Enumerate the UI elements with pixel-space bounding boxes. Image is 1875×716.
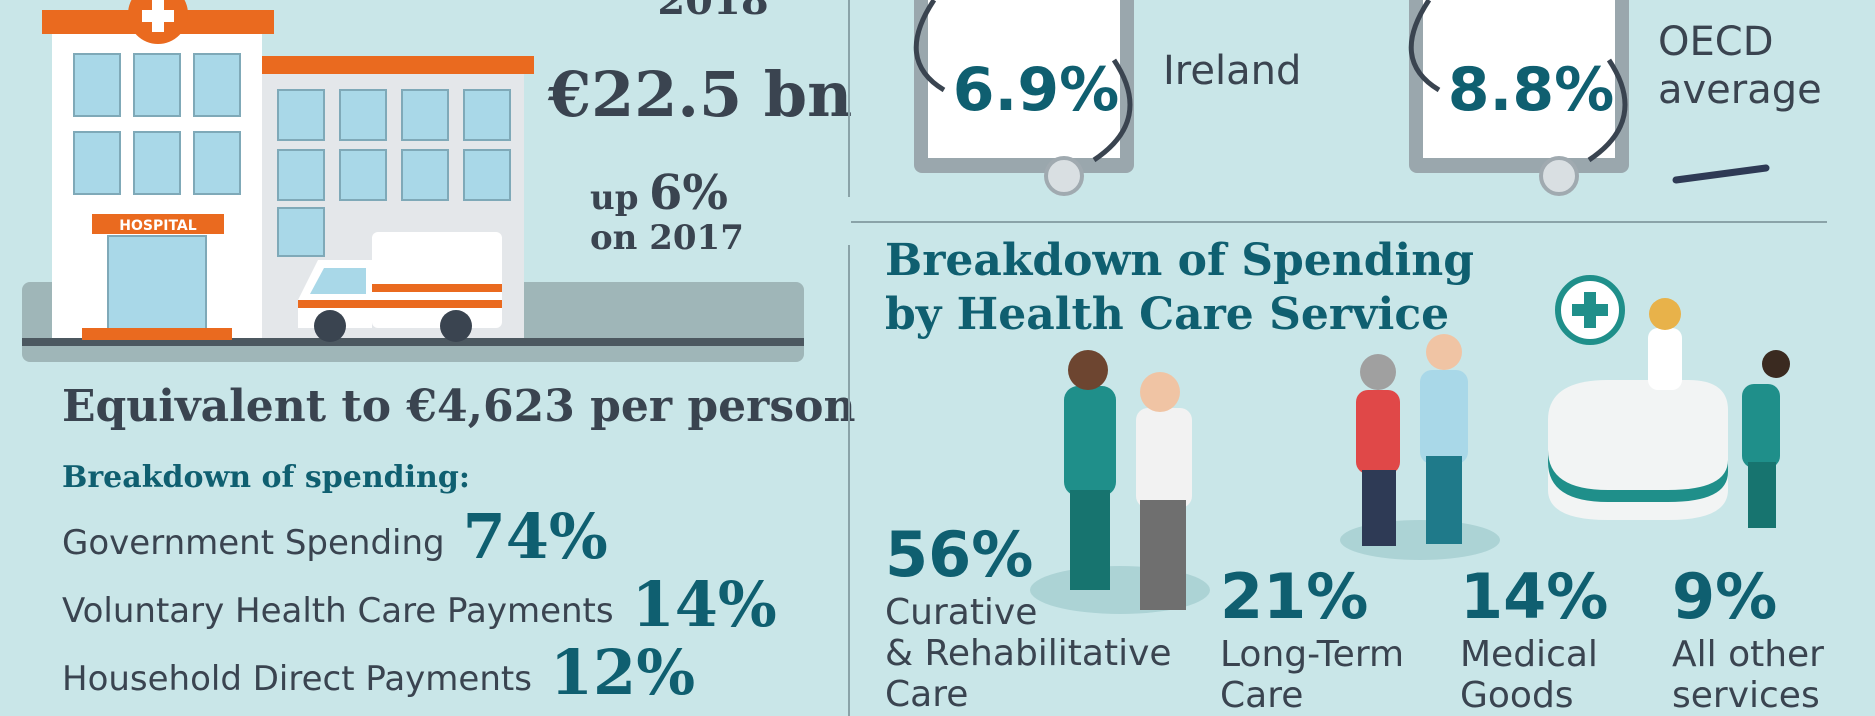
service-label: Care	[885, 674, 968, 715]
window	[133, 131, 181, 195]
sign	[92, 214, 224, 234]
stethoscope	[913, 0, 1133, 163]
pen	[1672, 164, 1770, 184]
service-label: Long-Term	[1220, 634, 1404, 675]
per-person: Equivalent to €4,623 per person	[62, 381, 855, 432]
wheel	[440, 310, 472, 342]
window	[73, 131, 121, 195]
patient-head	[1140, 372, 1180, 412]
window	[463, 89, 511, 141]
window	[73, 53, 121, 117]
window	[277, 89, 325, 141]
carer-head	[1426, 334, 1462, 370]
patient	[1140, 500, 1186, 610]
ambulance-body	[372, 232, 502, 328]
financing-title: Breakdown of spending:	[62, 460, 470, 495]
windows	[73, 53, 511, 333]
stethoscope-head	[1539, 156, 1579, 196]
counter	[1548, 450, 1728, 502]
financing-share: 74%	[463, 500, 608, 573]
services-title: Breakdown of Spending	[885, 235, 1474, 286]
service-label: Care	[1220, 675, 1303, 716]
cross	[142, 0, 174, 32]
change: 6%	[649, 165, 728, 221]
comparison-label: OECD	[1658, 19, 1774, 65]
financing-label: Household Direct Payments	[62, 659, 532, 699]
step	[82, 328, 232, 340]
wheel	[314, 310, 346, 342]
elderly	[1362, 470, 1396, 546]
pharmacist-head	[1649, 298, 1681, 330]
comparison-label: Ireland	[1163, 48, 1301, 94]
window	[133, 53, 181, 117]
window	[401, 89, 449, 141]
service-share: 14%	[1460, 560, 1608, 633]
financing-label: Voluntary Health Care Payments	[62, 591, 614, 631]
financing-list: Government Spending 74% Voluntary Health C…	[62, 500, 777, 709]
change-prefix: up	[590, 178, 639, 218]
change-suffix: on 2017	[590, 218, 744, 258]
customer-head	[1762, 350, 1790, 378]
window	[339, 89, 387, 141]
total-spending: €22.5 bn	[547, 58, 852, 131]
services-title: by Health Care Service	[885, 289, 1449, 340]
patient	[1136, 408, 1192, 508]
comparison-value: 8.8%	[1448, 55, 1614, 125]
financing-share: 12%	[550, 636, 695, 709]
comparison-label: average	[1658, 67, 1822, 113]
clipboard-paper	[1423, 0, 1615, 158]
service-share: 21%	[1220, 560, 1368, 633]
elderly-head	[1360, 354, 1396, 390]
pharmacy-cross	[1572, 292, 1608, 328]
nurse-head	[1068, 350, 1108, 390]
clipboard-paper	[928, 0, 1120, 158]
hospital-sign: HOSPITAL	[119, 218, 196, 234]
window	[193, 53, 241, 117]
counter	[1548, 380, 1728, 520]
roof	[262, 56, 534, 74]
year: 2018	[657, 0, 768, 24]
nurse	[1064, 386, 1116, 496]
service-share: 56%	[885, 518, 1033, 591]
service-illustrations	[1030, 275, 1790, 614]
customer	[1742, 384, 1780, 468]
service-label: & Rehabilitative	[885, 633, 1172, 674]
stethoscope	[1408, 0, 1628, 163]
carer	[1420, 370, 1468, 464]
pharmacist	[1648, 328, 1682, 390]
carer	[1426, 456, 1462, 544]
service-label: Goods	[1460, 675, 1574, 716]
ambulance	[298, 232, 502, 342]
service-share: 9%	[1672, 560, 1777, 633]
ambulance-window	[310, 268, 366, 294]
window	[277, 207, 325, 257]
services-list: 56%Curative& RehabilitativeCare21%Long-T…	[885, 518, 1824, 716]
comparison-value: 6.9%	[953, 55, 1119, 125]
service-label: Curative	[885, 592, 1037, 633]
door	[107, 235, 207, 333]
stethoscope-head	[1044, 156, 1084, 196]
ambulance-stripe	[298, 300, 502, 308]
financing-label: Government Spending	[62, 523, 445, 563]
customer	[1748, 462, 1776, 528]
road-line	[22, 338, 804, 346]
window	[401, 149, 449, 201]
service-label: All other	[1672, 634, 1824, 675]
financing-share: 14%	[632, 568, 777, 641]
ambulance-stripe	[372, 284, 502, 292]
service-label: Medical	[1460, 634, 1598, 675]
window	[339, 149, 387, 201]
window	[277, 149, 325, 201]
service-label: services	[1672, 675, 1820, 716]
elderly	[1356, 390, 1400, 474]
nurse	[1070, 490, 1110, 590]
window	[463, 149, 511, 201]
window	[193, 131, 241, 195]
hospital-illustration: HOSPITAL	[22, 0, 804, 362]
